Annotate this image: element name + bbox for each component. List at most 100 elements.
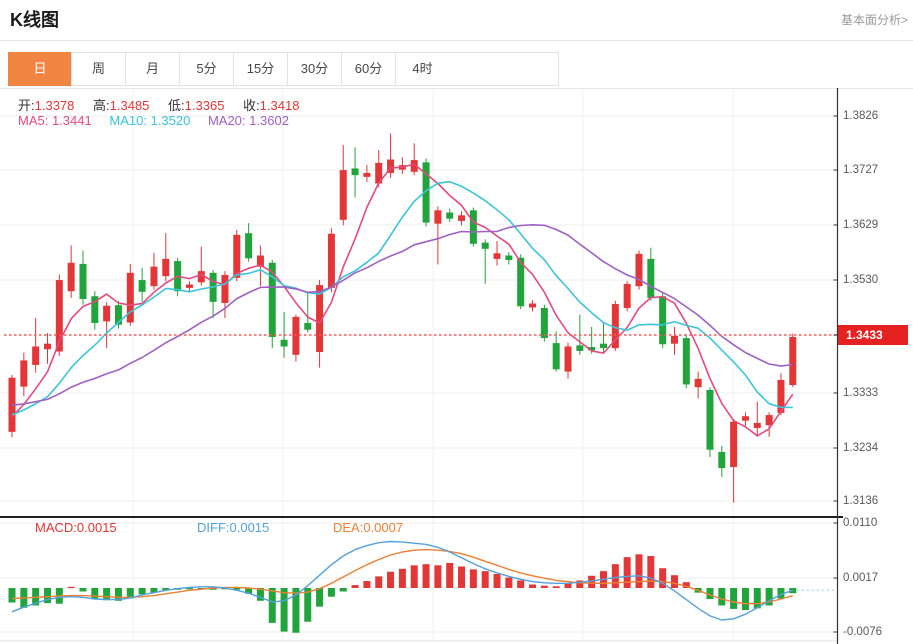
macd-bar: [529, 584, 537, 588]
macd-bar: [682, 582, 690, 588]
candle-body: [422, 162, 430, 223]
macd-bar: [718, 588, 726, 606]
kline-chart[interactable]: [0, 88, 913, 644]
current-price-badge: 1.3433: [838, 325, 908, 345]
macd-bar: [611, 564, 619, 588]
axis-tick-label: 1.3727: [843, 164, 879, 176]
candle-body: [150, 266, 158, 287]
axis-tick-label: 0.0017: [843, 572, 879, 584]
candle-body: [434, 210, 442, 224]
candle-body: [387, 159, 395, 173]
macd-bar: [387, 571, 395, 588]
macd-bar: [256, 588, 264, 601]
candle-body: [777, 379, 785, 413]
candle-body: [280, 339, 288, 347]
macd-bar: [245, 588, 253, 594]
tab-5min[interactable]: 5分: [179, 52, 234, 86]
axis-tick-label: 1.3629: [843, 219, 879, 231]
candle-body: [103, 305, 111, 322]
candle-body: [446, 212, 454, 219]
tab-4hour[interactable]: 4时: [395, 52, 450, 86]
macd-bar: [114, 588, 122, 601]
macd-bar: [67, 586, 75, 589]
tab-15min[interactable]: 15分: [233, 52, 288, 86]
ma10-readout: MA10: 1.3520: [109, 113, 191, 128]
candle-body: [43, 343, 51, 350]
macd-bar: [327, 588, 335, 597]
candle-body: [268, 262, 276, 337]
macd-bar: [162, 588, 170, 591]
ma20-line: [11, 224, 793, 406]
candle-body: [256, 255, 264, 267]
candle-body: [718, 451, 726, 469]
macd-bar: [659, 568, 667, 588]
macd-bar: [777, 588, 785, 599]
candle-body: [659, 296, 667, 345]
candle-body: [162, 258, 170, 277]
close-label: 收:: [243, 98, 260, 113]
candle-body: [789, 336, 797, 385]
macd-bar: [552, 586, 560, 588]
page-title: K线图: [10, 10, 59, 30]
tab-30min[interactable]: 30分: [287, 52, 342, 86]
macd-bar: [8, 588, 16, 603]
candle-body: [185, 284, 193, 288]
macd-bar: [458, 566, 466, 588]
macd-bar: [268, 588, 276, 623]
macd-bar: [375, 576, 383, 588]
tab-60min[interactable]: 60分: [341, 52, 396, 86]
macd-bar: [304, 588, 312, 622]
fundamental-analysis-link[interactable]: 基本面分析>: [840, 13, 908, 27]
candle-body: [481, 242, 489, 249]
tab-day[interactable]: 日: [8, 52, 72, 86]
candle-body: [363, 172, 371, 177]
ohlc-readout: 开:1.3378 高:1.3485 低:1.3365 收:1.3418: [18, 95, 314, 114]
axis-tick-label: 0.0110: [843, 517, 878, 529]
candle-body: [564, 346, 572, 372]
candle-body: [647, 258, 655, 298]
diff-line: [11, 540, 794, 621]
macd-bar: [126, 588, 134, 599]
candle-body: [91, 296, 99, 324]
candle-body: [316, 285, 324, 353]
axis-tick-label: -0.0076: [843, 626, 883, 638]
candle-body: [304, 323, 312, 330]
candle-body: [600, 343, 607, 349]
tab-month[interactable]: 月: [125, 52, 180, 86]
candle-body: [741, 416, 749, 421]
tab-week[interactable]: 周: [71, 52, 126, 86]
candle-body: [126, 272, 134, 323]
low-value: 1.3365: [184, 98, 225, 113]
dea-value: DEA:0.0007: [333, 520, 404, 535]
axis-tick-label: 1.3136: [843, 495, 879, 507]
macd-bar: [635, 554, 643, 588]
candle-body: [197, 271, 205, 283]
macd-value: MACD:0.0015: [35, 520, 117, 535]
macd-bar: [150, 588, 158, 593]
dea-line: [11, 548, 793, 605]
macd-bar: [103, 588, 111, 601]
macd-bar: [339, 588, 347, 592]
candle-body: [529, 303, 537, 308]
candle-body: [623, 283, 631, 308]
candle-body: [730, 421, 738, 468]
diff-value: DIFF:0.0015: [197, 520, 270, 535]
ma5-readout: MA5: 1.3441: [18, 113, 92, 128]
candle-body: [765, 415, 773, 426]
macd-bar: [410, 565, 418, 588]
axis-tick-label: 1.3530: [843, 274, 879, 286]
open-value: 1.3378: [34, 98, 75, 113]
macd-bar: [493, 574, 501, 588]
macd-bar: [505, 577, 513, 588]
macd-bar: [209, 588, 217, 590]
macd-bar: [363, 581, 371, 588]
candle-body: [635, 253, 643, 287]
macd-bar: [647, 556, 655, 588]
low-label: 低:: [168, 98, 185, 113]
candle-body: [327, 233, 335, 288]
candle-body: [55, 280, 63, 352]
macd-bar: [741, 588, 749, 611]
candle-body: [292, 316, 300, 355]
macd-bar: [292, 588, 300, 633]
